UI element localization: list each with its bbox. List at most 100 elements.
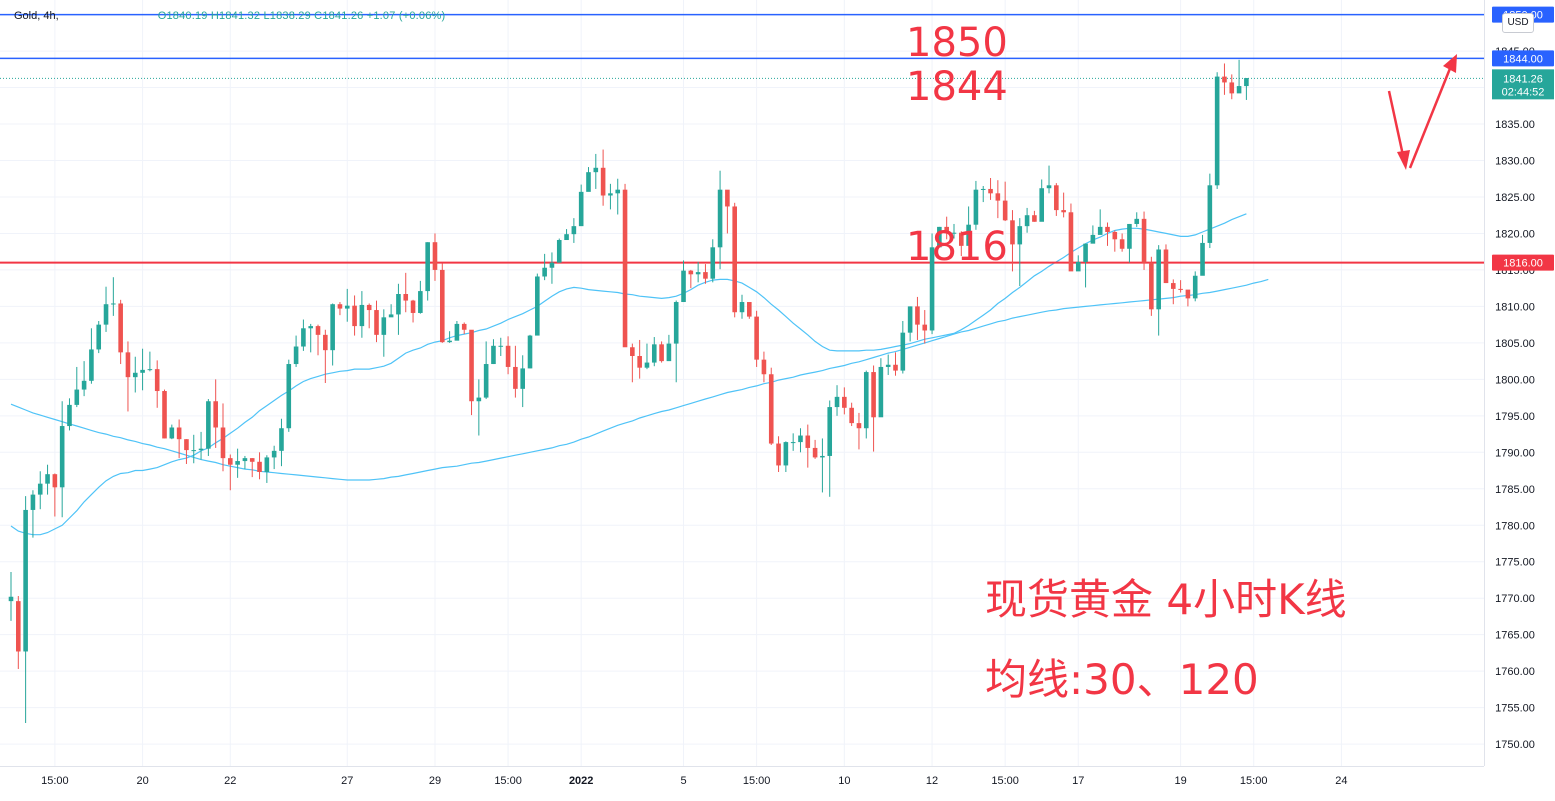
candle [834,385,840,416]
time-tick-label: 24 [1335,775,1347,787]
candle-body [337,304,343,309]
candle-body [74,389,80,405]
candle-body [140,369,145,373]
candle [959,231,964,257]
candle [111,277,116,316]
candle-body [907,306,913,333]
candle [915,296,920,340]
candle [827,400,833,497]
candle [154,360,160,408]
candle-body [520,368,525,389]
time-tick-label: 10 [838,775,850,787]
candle-body [220,427,226,459]
arrow-down-line [1387,90,1406,161]
candle [1046,165,1052,194]
candle-body [849,407,854,424]
candle [264,455,270,483]
candle-body [1002,200,1008,221]
ohlc-readout: O1840.19 H1841.32 L1838.29 C1841.26 +1.0… [157,10,446,22]
price-line-tag-1816 [1492,254,1554,271]
candle-body [16,601,21,652]
candle [812,439,818,459]
arrow-down-head [1397,150,1410,170]
price-tick-label: 1795.00 [1495,411,1535,423]
candle [410,299,416,323]
candle-body [988,188,993,194]
candle [337,302,343,316]
price-axis[interactable]: 1750.00 1755.00 1760.00 1765.00 1770.00 1775.… [1484,0,1555,796]
candle-body [703,272,708,279]
candle-body [1032,215,1037,222]
candle [937,226,942,248]
candle-body [812,447,818,458]
candle [1163,244,1169,284]
candle [747,302,752,319]
candle [659,341,664,363]
price-tick-label: 1830.00 [1495,155,1535,167]
candle-body [469,329,474,402]
candle [1170,279,1176,305]
candle [542,253,547,281]
candle [739,294,745,319]
candle [630,343,635,383]
candle-body [483,364,489,398]
candle-body [271,450,277,458]
candle [768,367,774,446]
candle-body [381,317,387,335]
time-axis[interactable]: 15:00 20 22 27 29 15:00 2022 5 15:00 10 12 15:00 17 1… [0,766,1484,796]
candle-body [439,269,445,343]
candle [1236,59,1242,94]
candle [695,261,701,283]
candle-body [790,442,796,444]
candle [849,402,854,427]
candle [439,263,445,343]
candle [1032,210,1037,222]
candle [23,496,28,723]
price-tick-label: 1835.00 [1495,119,1535,131]
candle-body [206,401,211,449]
candle-body [761,359,767,375]
candle-body [1141,218,1147,263]
candle-body [995,193,1001,201]
candle [454,320,460,341]
candle-body [1156,249,1161,310]
candle [491,339,496,365]
candle [725,189,730,234]
candle-body [396,294,401,315]
candle-body [286,364,292,429]
candle [527,334,533,369]
candle [30,490,36,538]
candle [206,399,211,456]
currency-button[interactable]: USD [1502,13,1534,33]
candle [1024,207,1030,233]
candle [586,167,591,192]
price-line-tag-text: 1816.00 [1503,258,1543,270]
candle-body [937,226,942,248]
candle [776,436,781,473]
candle-body [45,474,50,484]
candle-body [257,461,262,472]
candle [1192,271,1198,302]
candle [1068,203,1074,272]
candle-body [249,458,255,462]
candle [1214,72,1220,189]
candle-body [710,247,716,279]
candle-body [608,193,613,196]
candle-body [893,364,898,371]
candle-body [798,435,803,443]
candle [191,434,197,464]
candle-body [154,369,160,392]
price-tick-label: 1800.00 [1495,374,1535,386]
candle-body [966,224,971,246]
candle [520,355,525,408]
candle-body [403,294,409,301]
candle-body [980,188,986,190]
candle-body [1134,218,1140,224]
candle [863,370,869,439]
candle [293,335,299,367]
candle-body [111,303,116,305]
candle [184,439,189,464]
candle-body [52,474,58,488]
